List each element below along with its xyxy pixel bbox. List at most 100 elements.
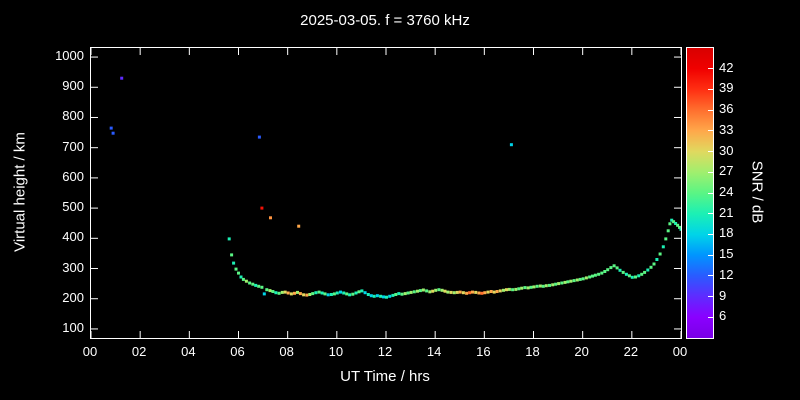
data-point	[241, 277, 245, 281]
x-tick-label: 00	[672, 344, 688, 359]
data-point	[455, 290, 459, 294]
data-point	[379, 294, 383, 298]
data-point	[603, 270, 607, 273]
data-point	[609, 266, 613, 270]
data-point	[578, 277, 582, 281]
data-point	[517, 287, 521, 291]
data-point	[461, 291, 465, 295]
x-tick-label: 22	[623, 344, 639, 359]
data-point	[283, 290, 287, 294]
data-point	[372, 294, 376, 298]
colorbar-tick-label: 36	[719, 101, 734, 117]
data-point	[514, 287, 518, 291]
data-point	[274, 291, 278, 295]
data-point	[418, 289, 422, 293]
colorbar-tick-mark	[708, 171, 713, 173]
data-point	[483, 291, 487, 295]
data-point	[317, 290, 321, 294]
data-point	[434, 288, 438, 292]
data-point	[666, 229, 670, 233]
data-point	[505, 288, 508, 292]
data-point	[382, 295, 385, 299]
data-point	[618, 268, 622, 272]
data-point	[268, 289, 272, 293]
colorbar-tick-label: 12	[719, 266, 734, 282]
data-point	[509, 143, 513, 147]
data-point	[551, 283, 555, 287]
data-point	[348, 293, 352, 297]
data-point	[593, 273, 597, 277]
data-point	[403, 292, 407, 296]
data-point	[293, 291, 296, 295]
data-point	[297, 224, 301, 228]
data-point	[523, 286, 527, 290]
data-point	[672, 220, 676, 224]
data-point	[237, 271, 240, 275]
data-point	[339, 290, 342, 294]
data-point	[248, 281, 252, 285]
data-point	[661, 245, 665, 249]
data-point	[416, 289, 419, 293]
data-point	[111, 131, 115, 135]
data-point	[526, 286, 530, 290]
data-point	[670, 218, 674, 222]
data-point	[120, 76, 124, 80]
x-tick-label: 08	[279, 344, 294, 359]
colorbar-tick-mark	[708, 316, 713, 318]
data-point	[600, 271, 604, 275]
data-point	[391, 293, 395, 297]
x-tick-label: 00	[82, 344, 98, 359]
y-tick-label: 800	[62, 108, 84, 124]
data-point	[474, 290, 478, 294]
data-point	[507, 287, 511, 291]
data-point	[588, 275, 592, 279]
data-point	[271, 290, 275, 293]
data-point	[409, 290, 413, 294]
data-point	[254, 283, 258, 287]
colorbar	[686, 47, 714, 339]
x-axis-label: UT Time / hrs	[340, 368, 430, 385]
data-point	[406, 291, 410, 295]
y-tick-label: 500	[62, 199, 84, 215]
data-point	[289, 292, 293, 296]
data-point	[535, 284, 539, 288]
data-point	[458, 290, 462, 294]
data-point	[520, 286, 524, 290]
data-point	[296, 290, 299, 294]
colorbar-tick-label: 9	[719, 287, 727, 303]
colorbar-tick-mark	[708, 68, 713, 70]
y-tick-label: 600	[62, 168, 84, 184]
y-tick-label: 400	[62, 229, 84, 245]
data-point	[541, 284, 545, 288]
data-point	[232, 261, 236, 265]
colorbar-tick-mark	[708, 275, 713, 277]
x-tick-label: 12	[377, 344, 393, 359]
data-point	[468, 291, 472, 295]
colorbar-tick-label: 24	[719, 184, 734, 199]
data-point	[658, 252, 662, 256]
data-point	[678, 225, 681, 229]
data-point	[437, 288, 441, 292]
data-point	[649, 265, 653, 269]
data-point	[360, 289, 364, 293]
x-tick-label: 14	[426, 344, 442, 359]
data-point	[584, 276, 588, 280]
data-point	[548, 283, 551, 287]
data-point	[643, 270, 647, 274]
data-point	[421, 288, 425, 292]
data-point	[363, 291, 367, 295]
data-point	[234, 267, 238, 271]
data-point	[646, 268, 650, 272]
colorbar-tick-mark	[708, 296, 713, 298]
data-point	[239, 275, 243, 279]
colorbar-tick-mark	[708, 88, 713, 90]
data-point	[630, 275, 634, 279]
colorbar-tick-label: 42	[719, 59, 734, 75]
data-point	[624, 272, 628, 276]
colorbar-tick-mark	[708, 254, 713, 256]
data-point	[498, 289, 502, 293]
data-point	[412, 290, 416, 294]
data-point	[538, 284, 542, 288]
data-point	[477, 291, 481, 295]
